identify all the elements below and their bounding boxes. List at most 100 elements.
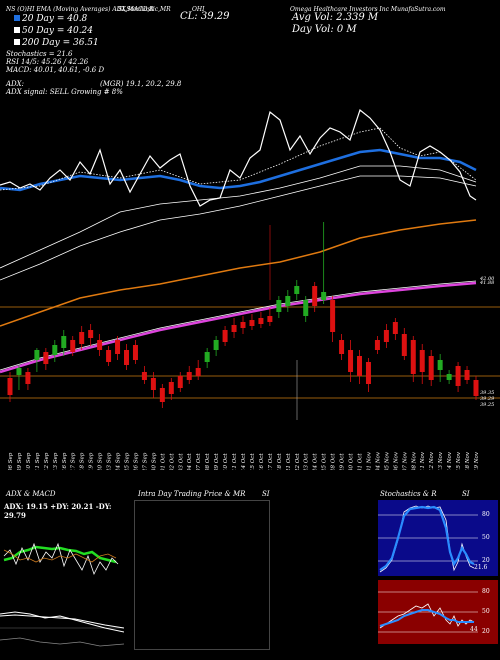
candle-body [97,340,103,350]
x-axis-date-label: 11 Oct [232,453,238,470]
x-axis-date-label: 17 Sep [71,452,77,470]
candle-body [52,345,58,355]
candle-body [240,322,246,328]
candle-body [132,345,138,360]
x-axis-date-label: 18 Sep [80,452,86,470]
ema200-line [0,281,477,374]
x-axis-date-label: 15 Oct [250,453,256,470]
candle-body [222,330,228,342]
x-axis-date-label: 04 Oct [187,453,193,470]
candle-body [401,334,407,356]
x-axis-date-label: 23 Oct [304,453,310,470]
x-axis-date-label: 31 Oct [358,453,364,470]
price-axis-label: 39.25 [480,402,494,408]
candle-body [365,362,371,384]
candle-body [43,352,49,364]
adx-values: ADX: 19.15 +DY: 20.21 -DY: 29.79 [4,502,112,520]
candle-body [330,300,336,332]
ema-dotted-line [0,127,477,191]
day-volume: Day Vol: 0 M [292,24,357,35]
x-axis-date-label: 18 Nov [465,451,471,470]
candle-body [464,370,470,380]
candle-body [374,340,380,350]
x-axis-date-label: 08 Oct [205,453,211,470]
x-axis-date-label: 24 Sep [116,452,122,470]
header-ticker: OHI [192,6,205,13]
candle-body [348,350,354,372]
x-axis-date-label: 01 Nov [366,451,372,470]
x-axis-date-label: 23 Sep [107,452,113,470]
ema50-line [0,219,477,327]
x-axis-date-label: 19 Sep [89,452,95,470]
x-axis-date-label: 13 Sep [53,452,59,470]
header-line1-right: Omega Healthcare Investors Inc MunafaSut… [290,6,446,13]
intraday-panel [134,500,270,650]
candle-body [7,378,13,395]
x-axis-date-label: 09 Sep [17,452,23,470]
price-close-line [0,108,477,207]
stochastics-chart [378,505,478,573]
adx-label: ADX: [6,80,25,88]
candle-body [392,322,398,334]
rsi-chart [378,591,478,633]
x-axis-date-label: 19 Nov [474,451,480,470]
candle-body [168,382,174,394]
ema200-companion-line [0,280,477,371]
x-axis-date-label: 10 Oct [223,453,229,470]
x-axis-date-label: 27 Sep [142,452,148,470]
x-axis-date-label: 08 Nov [411,451,417,470]
x-axis-date-label: 12 Sep [44,452,50,470]
candle-body [294,286,300,294]
x-axis-date-label: 04 Nov [375,451,381,470]
x-axis-date-label: 01 Oct [160,453,166,470]
x-axis-date-label: 07 Oct [196,453,202,470]
upper-band-line-1 [0,175,477,281]
stoch-level-20: 20 [482,557,490,564]
x-axis-date-label: 06 Nov [393,451,399,470]
candle-body [124,350,129,365]
x-axis-date-label: 16 Oct [259,453,265,470]
candle-body [357,356,362,376]
candle-body [339,340,345,354]
candle-body [115,340,121,354]
header-line1-left: NS (O)HI EMA (Moving Averages) ADX,MACD,… [6,6,154,13]
candle-body [249,320,255,326]
intraday-title: Intra Day Trading Price & MR [138,490,246,498]
legend-ema200: 200 Day = 36.51 [14,38,99,48]
rsi-readout: RSI 14/5: 45.26 / 42.26 [6,58,89,66]
rsi-level-20: 20 [482,628,490,635]
rsi-level-80: 80 [482,588,490,595]
rsi-current-value: 44 [470,626,478,633]
rsi-panel: 80 50 20 44 [378,580,498,644]
x-axis-date-label: 21 Oct [286,453,292,470]
adx-chart [3,542,119,576]
candle-body [410,340,416,374]
candle-body [437,360,443,370]
adx-panel: ADX: 19.15 +DY: 20.21 -DY: 29.79 [0,500,124,588]
mgr-readout: (MGR) 19.1, 20.2, 29.8 [100,80,182,88]
header-line1-mid: SI,Stochastic,MR [118,6,171,13]
ema20-swatch [14,15,20,21]
adx-panel-title: ADX & MACD [6,490,56,498]
x-axis-date-label: 09 Oct [214,453,220,470]
x-axis-date-label: 20 Sep [98,452,104,470]
candle-body [258,318,264,324]
legend-ema50: 50 Day = 40.24 [14,26,93,36]
stoch-si-label: SI [462,490,470,498]
candle-body [61,336,67,348]
rsi-level-50: 50 [482,608,490,615]
x-axis-date-label: 25 Oct [322,453,328,470]
x-axis-date-label: 05 Nov [384,451,390,470]
candle-body [150,378,156,390]
ema20-line [0,148,477,192]
candle-body [195,368,201,376]
candle-body [446,374,452,380]
candle-body [383,330,389,342]
candle-body [231,325,237,332]
candle-body [34,350,40,360]
macd-chart [0,611,124,647]
close-price: CL: 39.29 [180,11,230,22]
stoch-level-80: 80 [482,511,490,518]
x-axis-date-label: 30 Sep [151,452,157,470]
macd-panel [0,598,124,660]
